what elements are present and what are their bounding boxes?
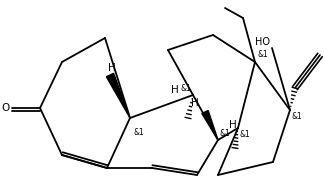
Text: &1: &1 <box>292 112 303 121</box>
Text: &1: &1 <box>220 129 231 138</box>
Text: H: H <box>229 120 237 130</box>
Polygon shape <box>202 111 218 140</box>
Text: H: H <box>171 85 179 95</box>
Text: H: H <box>191 98 199 108</box>
Text: O: O <box>2 103 10 113</box>
Text: &1: &1 <box>240 130 251 139</box>
Text: &1: &1 <box>133 128 144 137</box>
Text: &1: &1 <box>180 84 191 93</box>
Text: H: H <box>108 63 116 73</box>
Text: HO: HO <box>255 37 270 47</box>
Text: &1: &1 <box>257 50 268 59</box>
Polygon shape <box>106 73 130 118</box>
